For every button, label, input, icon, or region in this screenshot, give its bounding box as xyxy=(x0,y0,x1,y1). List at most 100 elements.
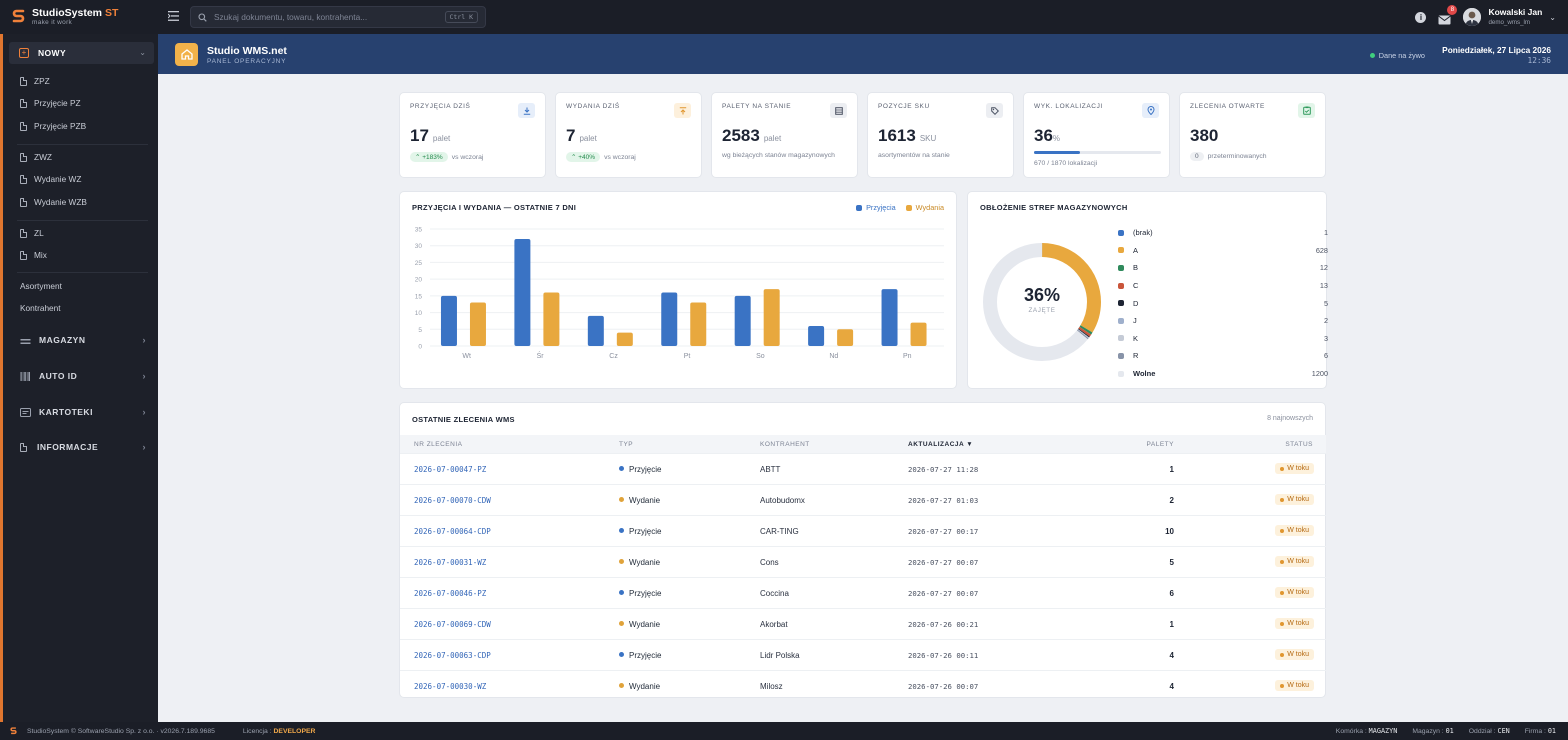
order-number-link[interactable]: 2026-07-00030-WZ xyxy=(414,682,487,691)
brand-logo[interactable]: StudioSystem ST make it work xyxy=(0,0,158,34)
table-row[interactable]: 2026-07-00046-PZ Przyjęcie Coccina 2026-07-… xyxy=(400,577,1326,608)
order-number-link[interactable]: 2026-07-00046-PZ xyxy=(414,589,487,598)
bar-przyjecia[interactable] xyxy=(661,292,678,346)
sidebar-item-label: ZWZ xyxy=(34,152,52,162)
column-header-aktualizacja[interactable]: AKTUALIZACJA ▼ xyxy=(908,441,974,448)
table-title: OSTATNIE ZLECENIA WMS xyxy=(412,415,515,424)
sidebar-item-przyjecie-pz[interactable]: Przyjęcie PZ xyxy=(20,94,81,112)
column-header-kontrahent[interactable]: KONTRAHENT xyxy=(760,441,810,448)
zone-value: 2 xyxy=(1323,316,1328,326)
table-row[interactable]: 2026-07-00047-PZ Przyjęcie ABTT 2026-07-27 … xyxy=(400,453,1326,484)
column-header-status[interactable]: STATUS xyxy=(1285,441,1313,448)
bar-przyjecia[interactable] xyxy=(734,295,751,346)
bar-wydania[interactable] xyxy=(910,322,927,346)
order-pallets: 1 xyxy=(1169,465,1174,474)
kpi-label: PALETY NA STANIE xyxy=(722,103,792,110)
column-header-nr[interactable]: NR ZLECENIA xyxy=(414,441,463,448)
bar-wydania[interactable] xyxy=(837,329,854,346)
bar-przyjecia[interactable] xyxy=(587,315,604,346)
order-type: Przyjęcie xyxy=(619,527,661,536)
kpi-footer: wg bieżących stanów magazynowych xyxy=(722,152,835,159)
bar-chart: 0 5 10 15 20 25 30 35 Wt Śr Cz Pt So Nd Pn xyxy=(415,227,944,360)
order-number-link[interactable]: 2026-07-00070-CDW xyxy=(414,496,491,505)
column-header-typ[interactable]: TYP xyxy=(619,441,634,448)
order-number-link[interactable]: 2026-07-00069-CDW xyxy=(414,620,491,629)
mail-button[interactable]: 8 xyxy=(1438,5,1458,25)
kpi-footer: 670 / 1870 lokalizacji xyxy=(1034,160,1098,167)
order-updated: 2026-07-27 01:03 xyxy=(908,496,979,505)
sidebar-item-wydanie-wz[interactable]: Wydanie WZ xyxy=(20,170,81,188)
y-tick-label: 15 xyxy=(415,293,423,300)
bar-przyjecia[interactable] xyxy=(881,289,898,346)
brand-tagline: make it work xyxy=(32,18,73,26)
order-number-link[interactable]: 2026-07-00047-PZ xyxy=(414,465,487,474)
zone-label: A xyxy=(1133,245,1139,255)
sidebar-item-zl[interactable]: ZL xyxy=(20,224,44,242)
column-header-palety[interactable]: PALETY xyxy=(1146,441,1174,448)
order-number-link[interactable]: 2026-07-00031-WZ xyxy=(414,558,487,567)
sidebar-section-auto-id[interactable]: AUTO ID › xyxy=(20,368,148,384)
status-badge: W toku xyxy=(1275,556,1314,567)
menu-toggle-icon[interactable] xyxy=(168,10,179,22)
chart-title: PRZYJĘCIA I WYDANIA — OSTATNIE 7 DNI xyxy=(412,203,577,212)
sidebar-item-mix[interactable]: Mix xyxy=(20,246,47,264)
sidebar-item-wydanie-wzb[interactable]: Wydanie WZB xyxy=(20,193,87,211)
sidebar-item-przyjecie-pzb[interactable]: Przyjęcie PZB xyxy=(20,117,86,135)
donut-slice[interactable] xyxy=(983,243,1101,361)
sidebar-section-magazyn[interactable]: MAGAZYN › xyxy=(20,332,148,348)
legend-item-przyjecia[interactable]: Przyjęcia xyxy=(856,203,896,212)
table-row[interactable]: 2026-07-00030-WZ Wydanie Milosz 2026-07-26 … xyxy=(400,670,1326,701)
table-row[interactable]: 2026-07-00064-CDP Przyjęcie CAR-TING 2026-0… xyxy=(400,515,1326,546)
current-date: Poniedziałek, 27 Lipca 2026 xyxy=(1442,45,1551,55)
table-row[interactable]: 2026-07-00063-CDP Przyjęcie Lidr Polska 202… xyxy=(400,639,1326,670)
document-icon xyxy=(20,98,27,108)
table-row[interactable]: 2026-07-00070-CDW Wydanie Autobudomx 2026-0… xyxy=(400,484,1326,515)
footer-oddzial: Oddział : CEN xyxy=(1468,727,1510,735)
donut-slice[interactable] xyxy=(983,243,1101,361)
sidebar-item-zwz[interactable]: ZWZ xyxy=(20,148,52,166)
bar-przyjecia[interactable] xyxy=(440,295,457,346)
order-updated: 2026-07-26 00:11 xyxy=(908,651,979,660)
user-menu[interactable]: Kowalski Jan demo_wms_lm ⌄ xyxy=(1463,8,1556,26)
top-bar: StudioSystem ST make it work Ctrl K i 8 … xyxy=(0,0,1568,34)
sidebar-link-kontrahent[interactable]: Kontrahent xyxy=(20,303,61,313)
bar-wydania[interactable] xyxy=(469,302,486,346)
sidebar-item-zpz[interactable]: ZPZ xyxy=(20,72,50,90)
y-tick-label: 10 xyxy=(415,310,423,317)
search-shortcut: Ctrl K xyxy=(444,11,478,23)
legend-item-wydania[interactable]: Wydania xyxy=(905,203,944,212)
order-type: Wydanie xyxy=(619,558,660,567)
sidebar-link-asortyment[interactable]: Asortyment xyxy=(20,281,62,291)
bar-przyjecia[interactable] xyxy=(808,325,825,346)
status-dot-icon xyxy=(1280,652,1285,657)
order-contractor: Lidr Polska xyxy=(760,651,800,660)
order-number-link[interactable]: 2026-07-00064-CDP xyxy=(414,527,491,536)
search-input[interactable] xyxy=(214,12,438,22)
kpi-palety: PALETY NA STANIE 2583 palet wg bieżących … xyxy=(711,92,858,178)
chart-title: OBŁOŻENIE STREF MAGAZYNOWYCH xyxy=(980,203,1128,212)
bar-wydania[interactable] xyxy=(763,289,780,346)
bar-wydania[interactable] xyxy=(543,292,560,346)
table-row[interactable]: 2026-07-00069-CDW Wydanie Akorbat 2026-07-2… xyxy=(400,608,1326,639)
order-number-link[interactable]: 2026-07-00063-CDP xyxy=(414,651,491,660)
global-search[interactable]: Ctrl K xyxy=(190,6,486,28)
kpi-value: 17 palet xyxy=(410,126,451,145)
bar-wydania[interactable] xyxy=(690,302,707,346)
location-progress-bar xyxy=(1034,151,1161,154)
bar-przyjecia[interactable] xyxy=(514,239,531,346)
live-indicator: Dane na żywo xyxy=(1369,51,1425,60)
table-row[interactable]: 2026-07-00031-WZ Wydanie Cons 2026-07-27 00… xyxy=(400,546,1326,577)
zone-label: J xyxy=(1133,316,1137,326)
footer-license: Licencja : DEVELOPER xyxy=(242,727,316,735)
sidebar-section-kartoteki[interactable]: KARTOTEKI › xyxy=(20,404,148,420)
trend-badge: ⌃ +183% xyxy=(410,152,448,162)
type-dot-icon xyxy=(619,590,624,595)
sidebar-section-informacje[interactable]: INFORMACJE › xyxy=(20,439,148,455)
zone-value: 5 xyxy=(1323,298,1328,308)
document-icon xyxy=(20,121,27,131)
sidebar-new-menu[interactable]: + NOWY ⌄ xyxy=(9,42,154,64)
info-icon[interactable]: i xyxy=(1415,11,1427,23)
kpi-zlecenia-otwarte: ZLECENIA OTWARTE 380 0 przeterminowanych xyxy=(1179,92,1326,178)
bar-wydania[interactable] xyxy=(616,332,633,346)
